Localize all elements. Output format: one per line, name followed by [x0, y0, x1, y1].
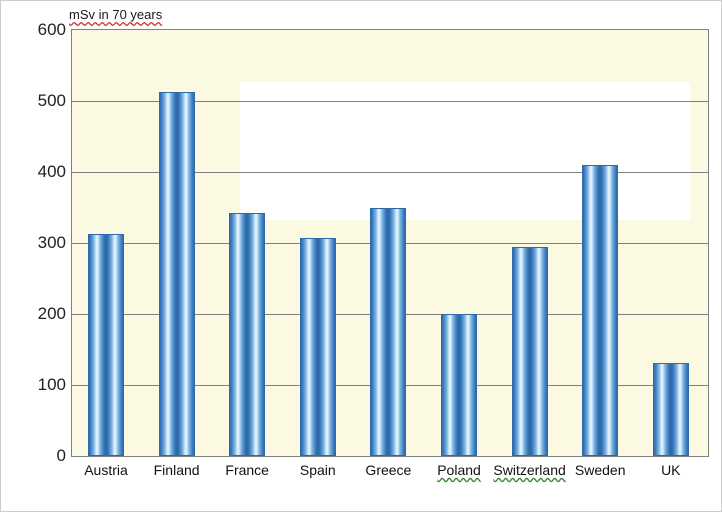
bar: [247, 213, 265, 456]
bar: [229, 213, 247, 456]
y-axis-title: mSv in 70 years: [69, 7, 162, 22]
x-tick-label: UK: [661, 462, 680, 478]
bar-group: [229, 30, 265, 456]
bar-group: [88, 30, 124, 456]
bar: [159, 92, 177, 456]
y-tick-label: 0: [6, 446, 66, 466]
bar: [671, 363, 689, 456]
x-tick-label: Austria: [84, 462, 128, 478]
y-tick-label: 200: [6, 304, 66, 324]
plot-area: 0100200300400500600AustriaFinlandFranceS…: [71, 29, 709, 457]
chart-container: mSv in 70 years 0100200300400500600Austr…: [0, 0, 722, 512]
x-tick-label: Sweden: [575, 462, 626, 478]
bar-group: [582, 30, 618, 456]
bar-group: [512, 30, 548, 456]
y-tick-label: 300: [6, 233, 66, 253]
bar: [459, 314, 477, 456]
bar: [582, 165, 600, 456]
bar: [300, 238, 318, 456]
bar-group: [159, 30, 195, 456]
bar: [600, 165, 618, 456]
bar: [530, 247, 548, 456]
bar: [318, 238, 336, 456]
bar: [441, 314, 459, 456]
x-tick-label: France: [225, 462, 269, 478]
y-tick-label: 400: [6, 162, 66, 182]
x-tick-label: Poland: [437, 462, 481, 478]
y-tick-label: 100: [6, 375, 66, 395]
bar-group: [653, 30, 689, 456]
bar-group: [441, 30, 477, 456]
x-tick-label: Greece: [365, 462, 411, 478]
bar-group: [370, 30, 406, 456]
bar: [370, 208, 388, 457]
bar: [106, 234, 124, 456]
bar: [512, 247, 530, 456]
bar: [388, 208, 406, 457]
x-tick-label: Finland: [154, 462, 200, 478]
bar-group: [300, 30, 336, 456]
x-tick-label: Spain: [300, 462, 336, 478]
x-tick-label: Switzerland: [493, 462, 565, 478]
y-tick-label: 600: [6, 20, 66, 40]
bar: [653, 363, 671, 456]
bar: [177, 92, 195, 456]
bar: [88, 234, 106, 456]
y-tick-label: 500: [6, 91, 66, 111]
